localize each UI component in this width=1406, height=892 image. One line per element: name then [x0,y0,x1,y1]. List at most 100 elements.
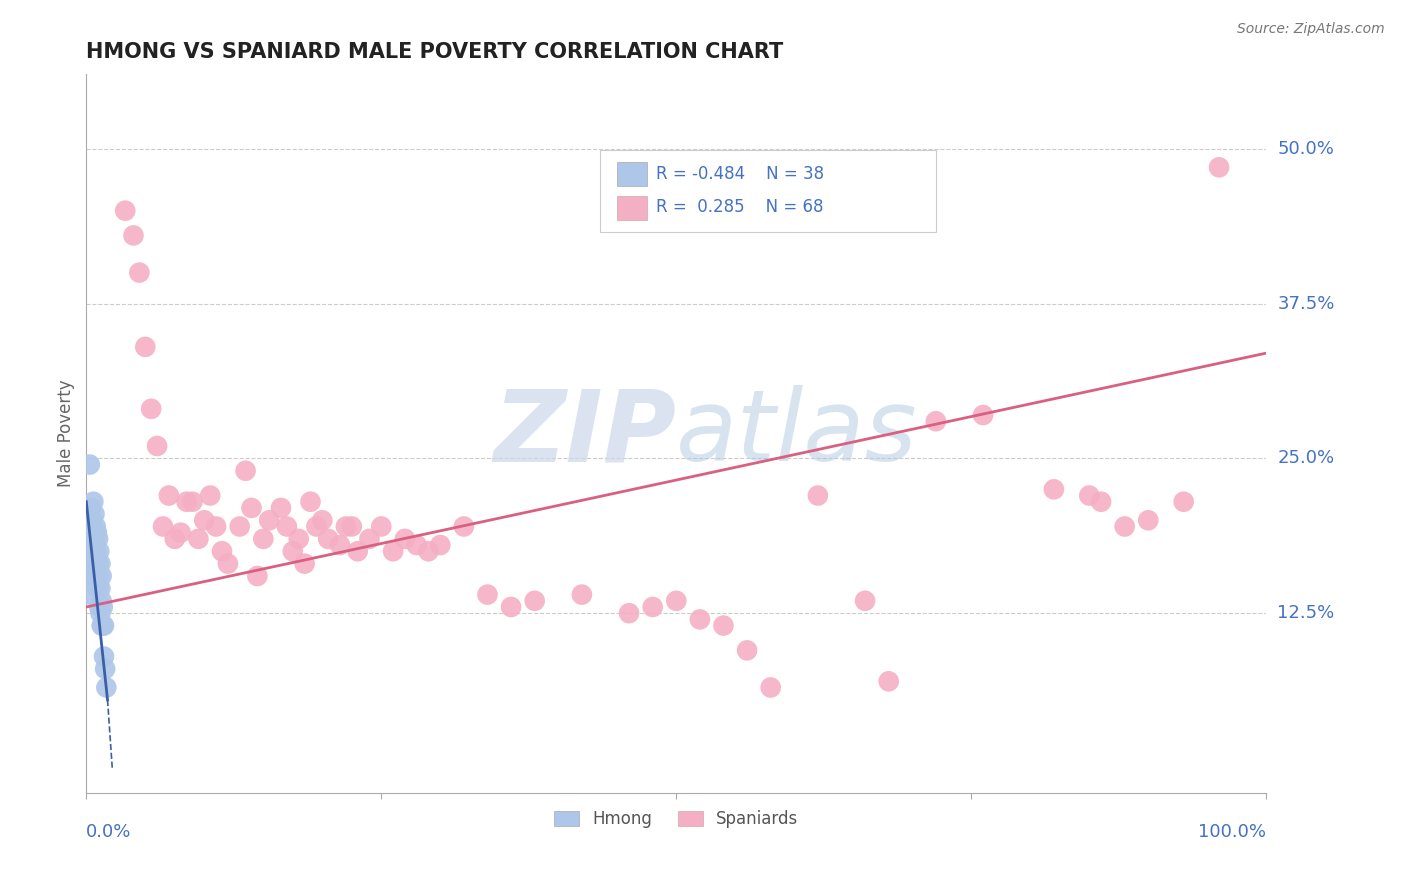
Point [82,575,104,590]
Bar [617,162,647,186]
Point [252,532,274,546]
Point [79,458,101,472]
Point [90,618,112,632]
Point [477,588,499,602]
Point [91,618,114,632]
Point [735,643,758,657]
Point [925,414,948,428]
Point [82,513,104,527]
Point [877,674,900,689]
Point [90,594,112,608]
Point [83,507,105,521]
Point [84,544,107,558]
Point [501,599,523,614]
Point [86,569,108,583]
Point [82,525,104,540]
Text: 25.0%: 25.0% [1278,450,1334,467]
Text: 12.5%: 12.5% [1278,604,1334,623]
Point [257,513,280,527]
Point [134,340,156,354]
Point [193,513,215,527]
Point [311,513,333,527]
Point [96,681,118,695]
Point [163,532,186,546]
Point [89,582,111,596]
Legend: Hmong, Spaniards: Hmong, Spaniards [548,804,804,835]
Point [394,532,416,546]
Point [305,519,328,533]
Point [453,519,475,533]
FancyBboxPatch shape [599,150,936,233]
Text: 0.0%: 0.0% [86,823,132,841]
Point [86,525,108,540]
Point [1090,494,1112,508]
Point [713,618,735,632]
Text: R = -0.484    N = 38: R = -0.484 N = 38 [657,164,824,183]
Point [94,662,117,676]
Point [287,532,309,546]
Point [665,594,688,608]
Point [157,489,180,503]
Point [82,494,104,508]
Point [187,532,209,546]
Point [1043,483,1066,497]
Point [83,532,105,546]
Point [281,544,304,558]
Point [90,569,112,583]
Point [89,599,111,614]
Text: 37.5%: 37.5% [1278,294,1334,312]
Point [82,544,104,558]
Point [294,557,316,571]
Point [93,618,115,632]
Text: 100.0%: 100.0% [1198,823,1267,841]
Point [128,266,150,280]
Point [84,519,107,533]
Text: atlas: atlas [676,385,918,482]
Point [89,544,111,558]
Point [523,594,546,608]
Point [759,681,782,695]
Point [382,544,405,558]
Point [807,489,830,503]
Point [152,519,174,533]
Point [689,612,711,626]
Point [270,500,292,515]
Point [429,538,451,552]
Point [370,519,392,533]
Point [299,494,322,508]
Point [146,439,169,453]
Point [359,532,381,546]
Point [1208,161,1230,175]
Point [87,582,110,596]
Point [335,519,357,533]
Point [79,588,101,602]
Point [198,489,221,503]
Point [246,569,269,583]
Point [181,494,204,508]
Point [89,557,111,571]
Point [80,500,103,515]
Point [617,606,640,620]
Point [641,599,664,614]
Point [571,588,593,602]
Point [1078,489,1101,503]
Point [217,557,239,571]
Point [86,550,108,565]
Y-axis label: Male Poverty: Male Poverty [58,380,75,487]
Point [84,569,107,583]
Point [276,519,298,533]
Point [91,599,114,614]
Point [228,519,250,533]
Point [141,401,163,416]
Point [316,532,339,546]
Point [235,464,257,478]
Point [418,544,440,558]
Bar [617,196,647,219]
Point [1114,519,1136,533]
Point [1173,494,1195,508]
Point [114,203,136,218]
Point [176,494,198,508]
Point [240,500,263,515]
Point [853,594,876,608]
Point [87,557,110,571]
